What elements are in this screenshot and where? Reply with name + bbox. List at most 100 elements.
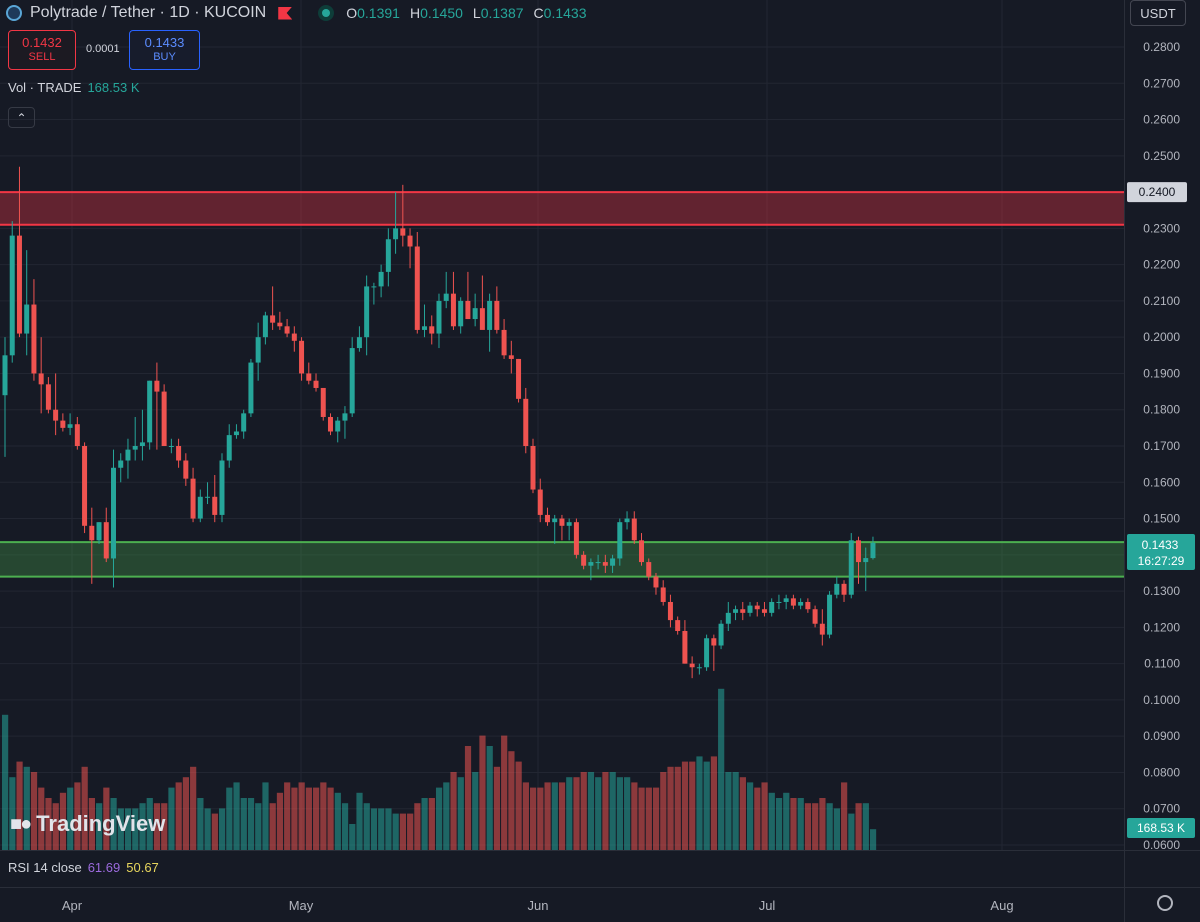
volume-bar — [689, 761, 696, 850]
volume-bar — [479, 735, 486, 850]
buy-button[interactable]: 0.1433 BUY — [129, 30, 200, 70]
volume-bar — [175, 782, 182, 850]
flag-icon[interactable] — [278, 6, 293, 20]
volume-bar — [826, 803, 833, 850]
symbol-title[interactable]: Polytrade / Tether · 1D · KUCOIN — [30, 4, 267, 21]
candle-body — [255, 337, 261, 363]
candle-body — [588, 562, 594, 566]
volume-bar — [790, 798, 797, 850]
candle-body — [219, 460, 225, 515]
candle-body — [349, 348, 355, 414]
volume-bar — [103, 787, 110, 850]
candle-body — [761, 609, 767, 613]
volume-legend[interactable]: Vol · TRADE 168.53 K — [8, 80, 140, 95]
volume-bar — [211, 813, 218, 850]
candle-body — [667, 601, 673, 621]
candle-body — [277, 322, 283, 327]
volume-bar — [334, 792, 341, 850]
volume-bar — [450, 772, 457, 850]
volume-bar — [746, 782, 754, 850]
volume-bar — [74, 782, 81, 850]
candle-body — [610, 558, 616, 566]
volume-bar — [88, 798, 95, 850]
volume-bar — [349, 824, 356, 850]
candle-body — [798, 601, 804, 606]
candle-body — [176, 446, 182, 461]
candle-body — [805, 601, 811, 610]
candle-body — [855, 540, 861, 563]
candle-body — [9, 235, 15, 356]
volume-bar — [804, 803, 812, 850]
candle-body — [327, 416, 333, 432]
volume-bar — [81, 766, 88, 850]
volume-bar — [414, 803, 421, 850]
candle-body — [270, 315, 276, 323]
candle-body — [205, 496, 211, 498]
tradingview-wordmark: TradingView — [36, 811, 166, 836]
last-price-tag — [1127, 534, 1195, 570]
volume-tag — [1127, 818, 1195, 838]
volume-bar — [573, 777, 580, 850]
candle-body — [653, 576, 659, 588]
candle-body — [602, 562, 608, 566]
volume-bar — [551, 782, 558, 850]
price-tick-label: 0.2500 — [1143, 149, 1180, 163]
price-tick-label: 0.1800 — [1143, 403, 1180, 417]
candle-body — [320, 387, 326, 417]
candle-body — [407, 235, 413, 247]
volume-bar — [218, 808, 226, 850]
volume-bar — [23, 766, 30, 850]
candle-body — [696, 667, 702, 669]
price-tick-label: 0.1600 — [1143, 475, 1180, 489]
volume-bar — [313, 787, 320, 850]
volume-bar — [276, 792, 284, 850]
resistance-price-tag-label: 0.2400 — [1139, 185, 1176, 199]
volume-bar — [262, 782, 269, 850]
candle-body — [544, 514, 550, 523]
candle-body — [704, 638, 710, 668]
market-status-icon[interactable] — [318, 5, 335, 21]
rsi-label: RSI 14 close — [8, 860, 82, 875]
volume-bar — [464, 746, 472, 850]
candle-body — [190, 478, 196, 519]
price-tick-label: 0.0800 — [1143, 765, 1180, 779]
volume-bar — [284, 782, 291, 850]
volume-bar — [16, 761, 23, 850]
volume-bar — [674, 766, 681, 850]
price-tick-label: 0.2600 — [1143, 113, 1180, 127]
volume-bar — [226, 787, 233, 850]
candle-body — [74, 424, 80, 446]
candle-body — [291, 333, 297, 341]
volume-bar — [754, 787, 761, 850]
candle-body — [60, 420, 66, 428]
candle-body — [38, 373, 44, 385]
price-tick-label: 0.1300 — [1143, 584, 1180, 598]
settings-icon[interactable] — [1157, 895, 1173, 911]
last-price-tag-label: 0.1433 — [1142, 538, 1179, 552]
volume-bar — [486, 746, 493, 850]
volume-bar — [168, 787, 175, 850]
volume-bar — [378, 808, 385, 850]
symbol-header[interactable]: Polytrade / Tether · 1D · KUCOIN O0.1391… — [6, 3, 596, 23]
sell-button[interactable]: 0.1432 SELL — [8, 30, 76, 70]
collapse-legend-button[interactable]: ⌃ — [8, 107, 35, 128]
candle-body — [118, 460, 124, 468]
price-tick-label: 0.0700 — [1143, 802, 1180, 816]
price-tick-label: 0.0900 — [1143, 729, 1180, 743]
candle-body — [378, 271, 384, 287]
rsi-legend[interactable]: RSI 14 close 61.69 50.67 — [8, 860, 159, 875]
volume-bar — [761, 782, 768, 850]
volume-bar — [797, 798, 804, 850]
volume-bar — [587, 772, 595, 850]
volume-bar — [537, 787, 544, 850]
rsi-ma-value: 50.67 — [126, 860, 159, 875]
candle-body — [566, 522, 572, 526]
candle-body — [233, 431, 239, 436]
currency-button[interactable]: USDT — [1130, 0, 1186, 26]
volume-bar — [269, 803, 276, 850]
sell-label: SELL — [28, 51, 56, 63]
price-tick-label: 0.2800 — [1143, 40, 1180, 54]
candle-body — [754, 605, 760, 610]
price-tick-label: 0.1100 — [1144, 657, 1180, 671]
